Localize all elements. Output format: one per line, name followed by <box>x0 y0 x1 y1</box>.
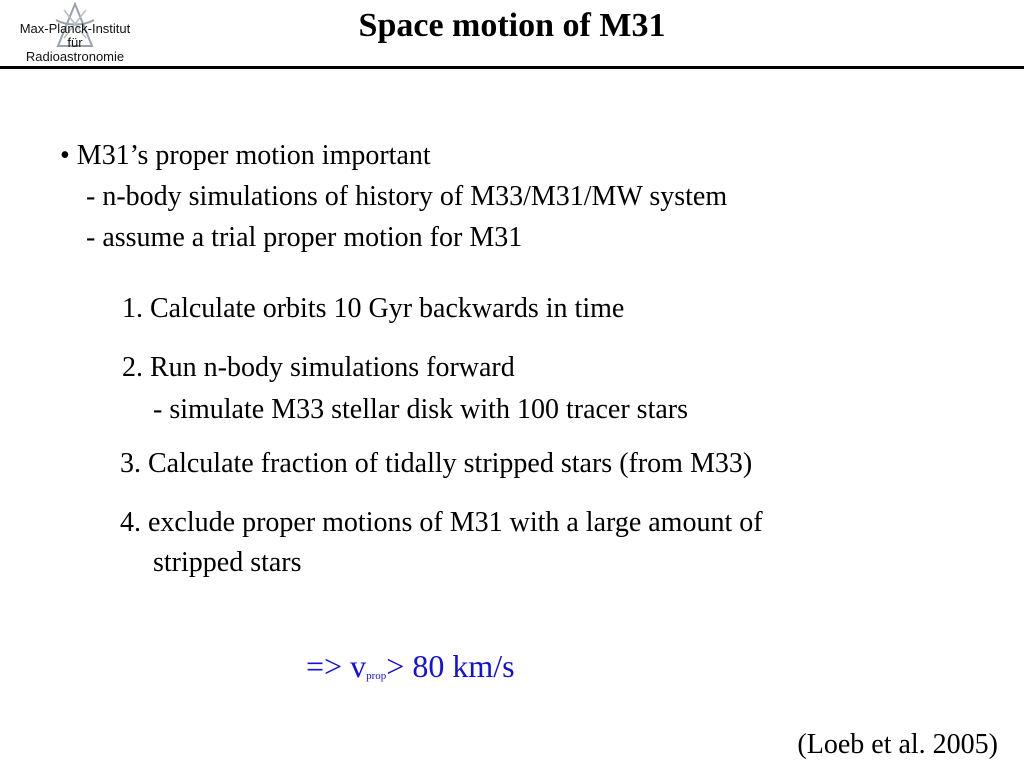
result-prefix: => v <box>306 648 367 684</box>
mpifr-logo-icon <box>55 1 95 47</box>
result-subscript: prop <box>366 670 387 682</box>
step-4: 4. exclude proper motions of M31 with a … <box>120 507 763 538</box>
step-3: 3. Calculate fraction of tidally strippe… <box>120 448 753 479</box>
logo-line-1: Max-Planck-Institut <box>19 21 131 36</box>
sub-point-1: - n-body simulations of history of M33/M… <box>86 181 728 212</box>
step-1: 1. Calculate orbits 10 Gyr backwards in … <box>122 293 625 324</box>
citation: (Loeb et al. 2005) <box>797 729 998 760</box>
step-2: 2. Run n-body simulations forward <box>122 352 515 383</box>
title-divider <box>0 66 1024 69</box>
result-suffix: > 80 km/s <box>386 648 515 684</box>
bullet-main: • M31’s proper motion important <box>60 140 431 171</box>
step-4-continued: stripped stars <box>153 547 302 578</box>
logo-line-3: Radioastronomie <box>25 49 125 64</box>
slide-title: Space motion of M31 <box>358 7 666 44</box>
step-2-detail: - simulate M33 stellar disk with 100 tra… <box>153 394 688 425</box>
result-statement: => vprop> 80 km/s <box>306 646 515 696</box>
logo-line-2: für <box>67 35 83 50</box>
sub-point-2: - assume a trial proper motion for M31 <box>86 222 523 253</box>
institute-logo: Max-Planck-Institut für Radioastronomie <box>0 0 160 66</box>
